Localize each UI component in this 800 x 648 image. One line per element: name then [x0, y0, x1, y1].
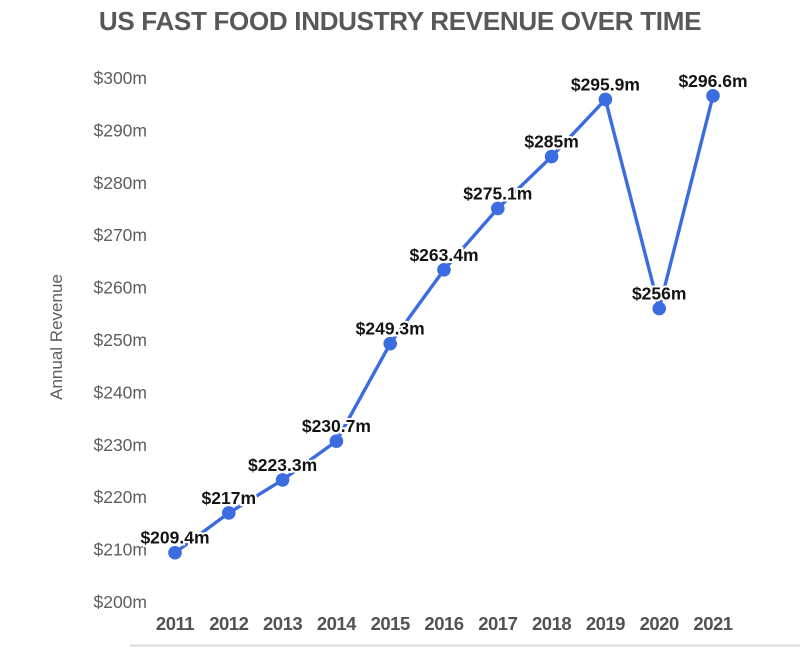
- data-point: [544, 149, 559, 164]
- y-tick-label: $280m: [93, 173, 147, 193]
- y-tick-label: $270m: [93, 225, 147, 245]
- y-tick-label: $200m: [93, 592, 147, 612]
- data-point: [329, 434, 344, 448]
- data-point: [598, 92, 613, 107]
- x-tick-label: 2012: [209, 613, 248, 634]
- y-tick-label: $250m: [93, 330, 147, 350]
- y-tick-label: $290m: [93, 120, 147, 140]
- data-point: [437, 262, 451, 277]
- data-point-label: $256m: [632, 284, 687, 304]
- data-point-label: $249.3m: [356, 319, 425, 339]
- data-point-label: $275.1m: [463, 183, 532, 203]
- x-tick-label: 2019: [586, 613, 625, 634]
- x-tick-label: 2020: [640, 613, 679, 634]
- x-tick-label: 2016: [424, 613, 463, 634]
- y-tick-label: $240m: [93, 382, 147, 402]
- x-tick-label: 2021: [693, 613, 732, 634]
- x-tick-label: 2011: [156, 613, 194, 634]
- data-point-label: $209.4m: [140, 528, 209, 548]
- data-point-label: $217m: [202, 488, 257, 508]
- bottom-rule: [130, 644, 800, 647]
- y-tick-label: $210m: [93, 540, 147, 560]
- y-tick-label: $300m: [93, 68, 147, 88]
- data-point-label: $230.7m: [302, 416, 371, 436]
- y-tick-label: $260m: [93, 278, 147, 298]
- data-point: [652, 301, 666, 316]
- data-point-label: $296.6m: [678, 71, 747, 91]
- data-point-label: $263.4m: [409, 245, 478, 265]
- data-point-label: $285m: [524, 132, 579, 152]
- y-tick-label: $220m: [93, 487, 147, 507]
- line-path: [173, 94, 715, 555]
- data-point-label: $223.3m: [248, 455, 317, 475]
- data-point: [168, 545, 182, 560]
- data-point-label: $295.9m: [571, 74, 640, 94]
- x-tick-label: 2013: [263, 613, 302, 634]
- data-point: [706, 89, 720, 103]
- data-point: [491, 201, 505, 216]
- x-tick-label: 2014: [317, 613, 357, 634]
- data-point: [383, 336, 398, 351]
- data-point: [222, 506, 236, 520]
- data-point: [275, 473, 290, 487]
- x-tick-label: 2015: [371, 613, 410, 634]
- y-tick-label: $230m: [93, 435, 147, 455]
- x-tick-label: 2018: [532, 613, 571, 634]
- x-tick-label: 2017: [478, 613, 517, 634]
- chart-title: US FAST FOOD INDUSTRY REVENUE OVER TIME: [98, 6, 702, 36]
- y-axis-title: Annual Revenue: [47, 274, 66, 400]
